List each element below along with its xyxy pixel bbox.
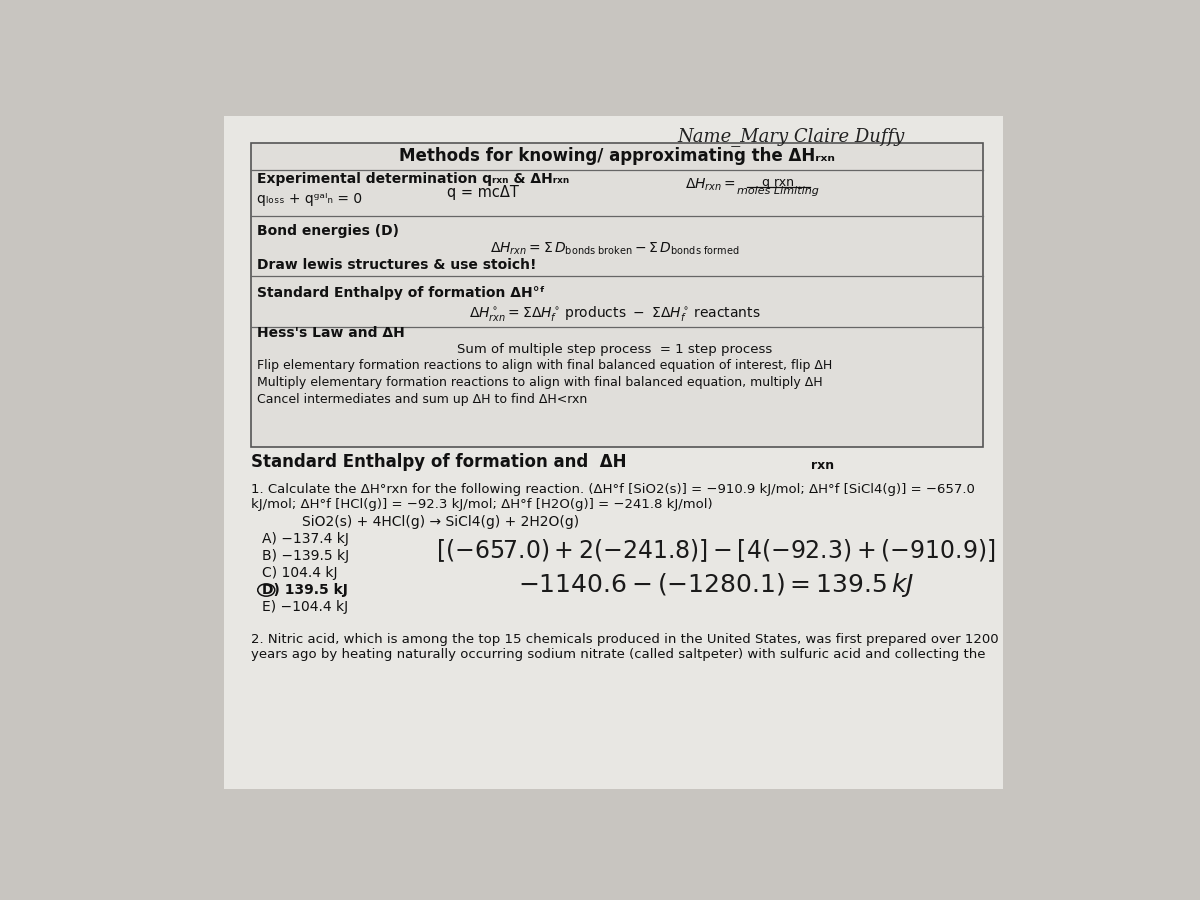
Text: moles Limiting: moles Limiting xyxy=(737,186,818,196)
Text: Name_Mary Claire Duffy: Name_Mary Claire Duffy xyxy=(677,127,905,146)
Text: Sum of multiple step process  = 1 step process: Sum of multiple step process = 1 step pr… xyxy=(457,343,773,356)
Text: $\Delta H_{rxn} = \Sigma\,D_{\mathrm{bonds\ broken}} - \Sigma\,D_{\mathrm{bonds\: $\Delta H_{rxn} = \Sigma\,D_{\mathrm{bon… xyxy=(491,240,739,257)
Text: Cancel intermediates and sum up ΔH to find ΔH<rxn: Cancel intermediates and sum up ΔH to fi… xyxy=(257,393,587,406)
Text: $\Delta H^\circ_{rxn} = \Sigma\Delta H^\circ_f\,\mathrm{products}\ -\ \Sigma\Del: $\Delta H^\circ_{rxn} = \Sigma\Delta H^\… xyxy=(469,304,761,323)
Text: qₗₒₛₛ + qᵍᵃᴵₙ = 0: qₗₒₛₛ + qᵍᵃᴵₙ = 0 xyxy=(257,192,362,206)
Text: rxn: rxn xyxy=(811,459,834,472)
Text: q rxn: q rxn xyxy=(762,176,793,189)
Text: A) −137.4 kJ: A) −137.4 kJ xyxy=(263,532,349,546)
Text: 1. Calculate the ΔH°rxn for the following reaction. (ΔH°f [SiO2(s)] = −910.9 kJ/: 1. Calculate the ΔH°rxn for the followin… xyxy=(251,482,974,496)
Text: Experimental determination qᵣₓₙ & ΔHᵣₓₙ: Experimental determination qᵣₓₙ & ΔHᵣₓₙ xyxy=(257,172,569,185)
Text: D) 139.5 kJ: D) 139.5 kJ xyxy=(263,583,348,597)
Text: 2. Nitric acid, which is among the top 15 chemicals produced in the United State: 2. Nitric acid, which is among the top 1… xyxy=(251,633,998,646)
Text: $[(-657.0)+2(-241.8)]-[4(-92.3)+(-910.9)]$: $[(-657.0)+2(-241.8)]-[4(-92.3)+(-910.9)… xyxy=(436,537,996,564)
Bar xyxy=(223,116,1002,789)
Text: kJ/mol; ΔH°f [HCl(g)] = −92.3 kJ/mol; ΔH°f [H2O(g)] = −241.8 kJ/mol): kJ/mol; ΔH°f [HCl(g)] = −92.3 kJ/mol; ΔH… xyxy=(251,498,713,511)
Text: B) −139.5 kJ: B) −139.5 kJ xyxy=(263,549,349,563)
Text: Methods for knowing/ approximating the ΔHᵣₓₙ: Methods for knowing/ approximating the Δ… xyxy=(398,147,835,165)
Text: E) −104.4 kJ: E) −104.4 kJ xyxy=(263,600,348,614)
Text: C) 104.4 kJ: C) 104.4 kJ xyxy=(263,566,338,580)
Text: Draw lewis structures & use stoich!: Draw lewis structures & use stoich! xyxy=(257,258,536,272)
Text: $\Delta H_{rxn}=$: $\Delta H_{rxn}=$ xyxy=(685,176,736,194)
Bar xyxy=(251,142,983,446)
Text: Flip elementary formation reactions to align with final balanced equation of int: Flip elementary formation reactions to a… xyxy=(257,359,833,373)
Text: $-1140.6-(-1280.1)=139.5\,kJ$: $-1140.6-(-1280.1)=139.5\,kJ$ xyxy=(517,572,914,599)
Text: Bond energies (D): Bond energies (D) xyxy=(257,224,398,238)
Text: Hess's Law and ΔH: Hess's Law and ΔH xyxy=(257,326,404,340)
Text: Multiply elementary formation reactions to align with final balanced equation, m: Multiply elementary formation reactions … xyxy=(257,376,822,390)
Text: q = mcΔT: q = mcΔT xyxy=(448,185,520,200)
Text: Standard Enthalpy of formation and  ΔH: Standard Enthalpy of formation and ΔH xyxy=(251,454,626,472)
Text: Standard Enthalpy of formation ΔH°ᶠ: Standard Enthalpy of formation ΔH°ᶠ xyxy=(257,286,545,300)
Text: SiO2(s) + 4HCl(g) → SiCl4(g) + 2H2O(g): SiO2(s) + 4HCl(g) → SiCl4(g) + 2H2O(g) xyxy=(302,516,580,529)
Text: years ago by heating naturally occurring sodium nitrate (called saltpeter) with : years ago by heating naturally occurring… xyxy=(251,648,985,662)
